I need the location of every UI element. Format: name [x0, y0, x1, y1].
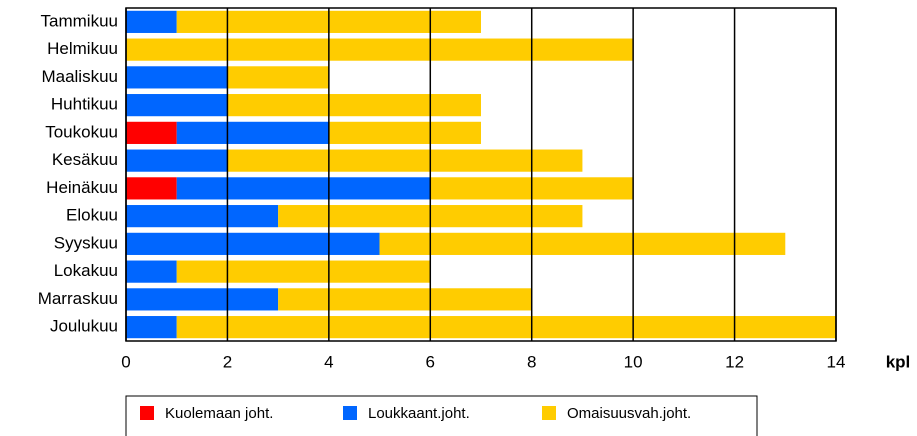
- bar-segment: [126, 149, 228, 172]
- legend-label: Kuolemaan joht.: [165, 405, 273, 422]
- bar-segment: [126, 288, 279, 311]
- x-tick-label: 2: [223, 352, 232, 371]
- bar-segment: [126, 316, 177, 339]
- x-tick-label: 6: [426, 352, 435, 371]
- y-tick-label: Joulukuu: [50, 317, 118, 336]
- y-tick-label: Maaliskuu: [41, 67, 118, 86]
- legend-swatch: [542, 406, 556, 420]
- x-tick-label: 8: [527, 352, 536, 371]
- bar-segment: [176, 260, 431, 283]
- y-tick-label: Lokakuu: [54, 261, 118, 280]
- legend-box: [125, 395, 758, 436]
- bar-segment: [126, 121, 177, 144]
- legend-swatch: [140, 406, 154, 420]
- plot-border: [125, 7, 837, 342]
- y-tick-label: Helmikuu: [47, 39, 118, 58]
- y-tick-label: Elokuu: [66, 206, 118, 225]
- y-tick-label: Syyskuu: [54, 233, 118, 252]
- y-tick-label: Toukokuu: [45, 122, 118, 141]
- y-tick-label: Tammikuu: [41, 11, 118, 30]
- legend-label: Loukkaant.joht.: [368, 405, 470, 422]
- x-tick-label: 0: [121, 352, 130, 371]
- y-tick-label: Heinäkuu: [46, 178, 118, 197]
- bar-segment: [176, 177, 431, 200]
- bar-segment: [126, 66, 228, 89]
- legend-label: Omaisuusvah.joht.: [567, 405, 691, 422]
- bar-segment: [126, 38, 634, 61]
- legend-swatch: [343, 406, 357, 420]
- y-tick-label: Huhtikuu: [51, 95, 118, 114]
- bar-segment: [227, 94, 481, 117]
- bar-segment: [379, 232, 786, 255]
- bar-segment: [126, 177, 177, 200]
- bar-segment: [126, 94, 228, 117]
- bar-segment: [176, 121, 329, 144]
- bar-segment: [227, 149, 583, 172]
- bar-segment: [278, 288, 532, 311]
- y-tick-label: Marraskuu: [38, 289, 118, 308]
- bar-segment: [126, 260, 177, 283]
- x-axis-label: kpl: [886, 352, 911, 371]
- bar-segment: [328, 121, 481, 144]
- bar-segment: [176, 316, 836, 339]
- bar-segment: [227, 66, 329, 89]
- x-tick-label: 14: [827, 352, 846, 371]
- x-tick-label: 12: [725, 352, 744, 371]
- bar-segment: [126, 232, 380, 255]
- bar-segment: [126, 205, 279, 228]
- bar-segment: [126, 10, 177, 33]
- x-tick-label: 10: [624, 352, 643, 371]
- y-tick-label: Kesäkuu: [52, 150, 118, 169]
- x-tick-label: 4: [324, 352, 333, 371]
